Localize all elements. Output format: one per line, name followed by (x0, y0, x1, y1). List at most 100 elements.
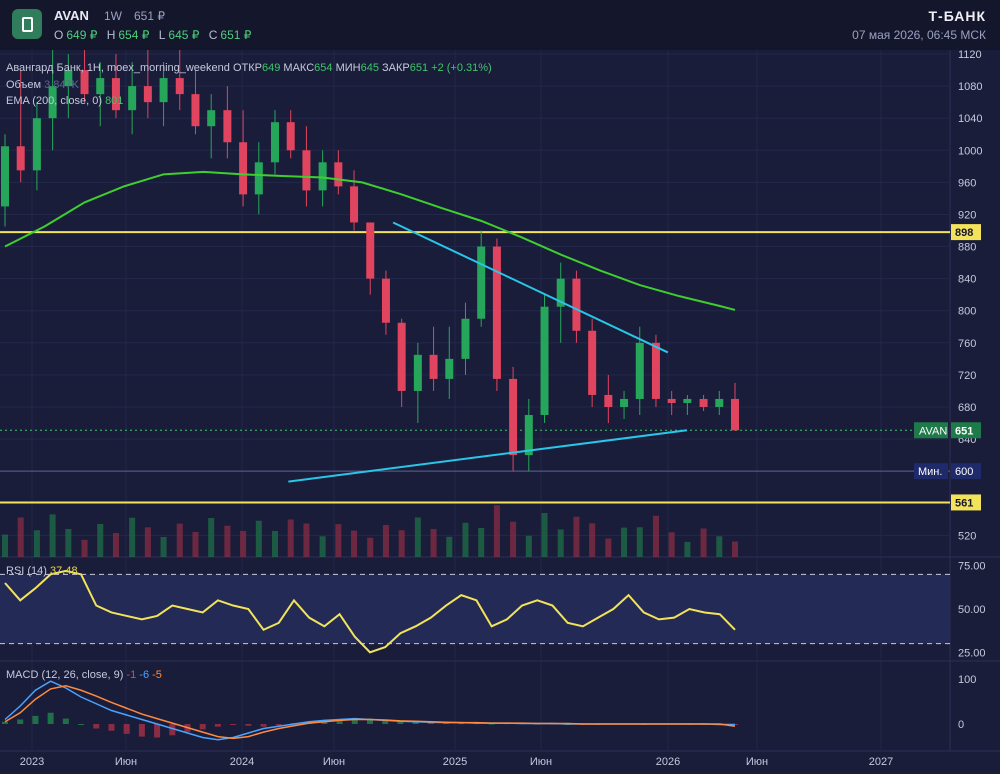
price-tick-label: 840 (958, 274, 976, 286)
price-label-898-bg (951, 224, 981, 241)
candle-body (80, 70, 89, 95)
legend-low-label: МИН (335, 62, 361, 74)
ohlc-close-label: C (208, 28, 218, 42)
rsi-tick-label: 50.00 (958, 604, 986, 616)
price-tick-label: 680 (958, 402, 976, 414)
price-axis-bg (950, 50, 1000, 774)
time-tick-label: Июн (746, 756, 768, 768)
macd-histogram-bar (412, 721, 419, 724)
ohlc-open-label: O (54, 28, 64, 42)
time-tick-label: Июн (115, 756, 137, 768)
volume-bar (112, 533, 119, 557)
volume-bar (398, 530, 405, 557)
volume-bar (192, 532, 199, 557)
volume-bar (573, 516, 580, 557)
price-tick-label: 1000 (958, 145, 982, 157)
timeframe-selector[interactable]: 1W (104, 9, 122, 23)
legend-close-label: ЗАКР (382, 62, 410, 74)
candle-body (556, 278, 565, 307)
candle-body (413, 354, 422, 391)
volume-bar (493, 505, 500, 557)
time-tick-label: 2023 (20, 756, 44, 768)
candle-body (651, 342, 660, 399)
candle-body (175, 78, 184, 95)
volume-bar (605, 538, 612, 557)
price-tick-label: 1040 (958, 113, 982, 125)
legend-volume-value: 3.847K (44, 79, 79, 91)
price-label-561-bg (951, 494, 981, 511)
ema-line (4, 170, 736, 311)
price-tick-label: 960 (958, 177, 976, 189)
candle-body (191, 94, 200, 127)
trendline (288, 429, 688, 483)
candle-body (699, 398, 708, 407)
volume-bar (446, 536, 453, 557)
volume-bar (129, 517, 136, 557)
macd-histogram-bar (62, 718, 69, 724)
macd-histogram-bar (397, 720, 404, 724)
trendline (392, 221, 669, 354)
legend-ema-value: 801 (105, 95, 124, 107)
candle-body (731, 398, 739, 431)
ticker-tag: AVAN (919, 425, 947, 437)
volume-bar (367, 537, 374, 557)
candle-body (48, 86, 57, 119)
candle-body (683, 398, 692, 403)
candle-body (143, 86, 152, 103)
price-label-898: 898 (955, 227, 973, 239)
candle-body (477, 246, 486, 319)
volume-bar (462, 522, 469, 557)
price-legend: Авангард Банк, 1Н, moex_morning_weekend … (6, 62, 492, 74)
time-tick-label: 2024 (230, 756, 254, 768)
ohlc-close-value: 651 ₽ (220, 28, 252, 42)
volume-bar (33, 530, 40, 557)
price-tick-label: 760 (958, 338, 976, 350)
volume-bar (160, 537, 167, 557)
macd-histogram-bar (108, 724, 115, 731)
ticker-tag-bg (914, 422, 948, 439)
volume-bar (541, 513, 548, 557)
volume-bar (430, 529, 437, 557)
price-label-561: 561 (955, 497, 973, 509)
candle-body (223, 110, 232, 143)
candle-body (334, 162, 343, 187)
macd-histogram-bar (123, 724, 130, 734)
legend-open-label: ОТКР (232, 62, 262, 74)
macd-histogram-bar (488, 723, 495, 725)
volume-bar (17, 517, 24, 557)
candle-body (271, 122, 279, 163)
legend-open-value: 649 (262, 62, 281, 74)
macd-signal-line (4, 684, 736, 740)
macd-histogram-bar (93, 724, 100, 729)
header-bar: AVAN 1W 651 ₽ O 649 ₽ H 654 ₽ L 645 ₽ C 651 … (0, 0, 1000, 50)
macd-histogram-bar (78, 724, 85, 725)
price-tick-label: 720 (958, 370, 976, 382)
ohlc-low-value: 645 ₽ (168, 28, 200, 42)
macd-legend: MACD (12, 26, close, 9) -1 -6 -5 (6, 669, 162, 681)
legend-macd-hist: -1 (126, 669, 137, 681)
candle-body (302, 150, 311, 191)
legend-macd-label: MACD (12, 26, close, 9) (6, 669, 124, 681)
volume-bar (144, 527, 151, 557)
volume-bar (319, 536, 326, 557)
time-tick-label: 2026 (656, 756, 680, 768)
volume-bar (287, 519, 294, 557)
volume-bar (589, 523, 596, 557)
volume-bar (2, 534, 8, 557)
main-pane-bg (0, 50, 950, 557)
candle-body (32, 118, 41, 171)
candle-body (604, 394, 613, 407)
volume-bar (382, 525, 389, 557)
macd-histogram-bar (336, 720, 343, 724)
candle-body (381, 278, 390, 323)
price-tick-label: 800 (958, 306, 976, 318)
legend-rsi-label: RSI (14) (6, 565, 47, 577)
volume-bar (240, 531, 247, 557)
candle-body (16, 146, 25, 171)
volume-bar (65, 529, 72, 557)
ticker-symbol[interactable]: AVAN (54, 8, 89, 23)
legend-change: +2 (+0.31%) (431, 62, 492, 74)
macd-tick-label: 100 (958, 674, 976, 686)
volume-bar (176, 523, 183, 557)
